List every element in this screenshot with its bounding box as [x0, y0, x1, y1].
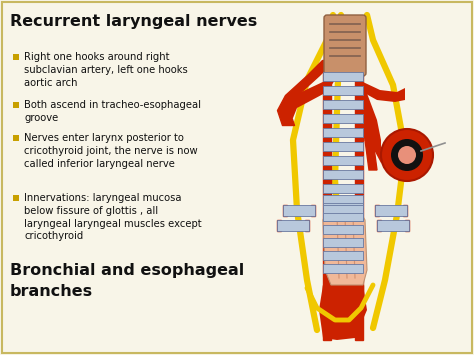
FancyBboxPatch shape — [323, 114, 363, 123]
FancyBboxPatch shape — [323, 264, 363, 273]
Polygon shape — [375, 205, 379, 216]
Ellipse shape — [391, 139, 423, 171]
FancyBboxPatch shape — [323, 86, 363, 95]
Polygon shape — [403, 205, 407, 216]
FancyBboxPatch shape — [323, 198, 363, 207]
FancyBboxPatch shape — [323, 100, 363, 109]
FancyBboxPatch shape — [323, 72, 363, 81]
FancyBboxPatch shape — [323, 184, 363, 193]
FancyBboxPatch shape — [323, 212, 363, 221]
Polygon shape — [305, 220, 309, 231]
Text: Recurrent laryngeal nerves: Recurrent laryngeal nerves — [10, 14, 257, 29]
Text: Nerves enter larynx posterior to
cricothyroid joint, the nerve is now
called inf: Nerves enter larynx posterior to cricoth… — [24, 133, 198, 169]
Ellipse shape — [381, 129, 433, 181]
FancyBboxPatch shape — [283, 205, 315, 216]
Ellipse shape — [398, 146, 416, 164]
FancyBboxPatch shape — [323, 238, 363, 247]
Polygon shape — [311, 205, 315, 216]
Polygon shape — [405, 220, 409, 231]
Polygon shape — [365, 140, 377, 170]
Polygon shape — [349, 58, 405, 102]
FancyBboxPatch shape — [323, 156, 363, 165]
Polygon shape — [355, 285, 363, 340]
Polygon shape — [283, 205, 287, 216]
FancyBboxPatch shape — [377, 220, 409, 231]
FancyBboxPatch shape — [323, 251, 363, 260]
FancyBboxPatch shape — [13, 102, 19, 108]
FancyBboxPatch shape — [277, 220, 309, 231]
FancyBboxPatch shape — [13, 195, 19, 201]
FancyBboxPatch shape — [323, 212, 363, 221]
Text: Right one hooks around right
subclavian artery, left one hooks
aortic arch: Right one hooks around right subclavian … — [24, 52, 188, 88]
Polygon shape — [323, 70, 331, 295]
FancyBboxPatch shape — [323, 225, 363, 234]
Polygon shape — [323, 285, 331, 340]
FancyBboxPatch shape — [375, 205, 407, 216]
FancyBboxPatch shape — [13, 135, 19, 141]
Polygon shape — [359, 100, 373, 140]
Polygon shape — [327, 58, 340, 80]
Polygon shape — [355, 88, 381, 163]
FancyBboxPatch shape — [323, 195, 363, 203]
Polygon shape — [377, 220, 381, 231]
FancyBboxPatch shape — [323, 142, 363, 151]
FancyBboxPatch shape — [323, 170, 363, 179]
FancyBboxPatch shape — [323, 205, 363, 213]
Text: Both ascend in tracheo-esophageal
groove: Both ascend in tracheo-esophageal groove — [24, 100, 201, 123]
Polygon shape — [283, 58, 341, 118]
Text: Bronchial and esophageal
branches: Bronchial and esophageal branches — [10, 263, 244, 299]
FancyBboxPatch shape — [13, 54, 19, 60]
Text: Innervations: laryngeal mucosa
below fissure of glottis , all
laryngeal laryngea: Innervations: laryngeal mucosa below fis… — [24, 193, 201, 241]
Polygon shape — [355, 70, 363, 295]
Polygon shape — [323, 210, 367, 285]
FancyBboxPatch shape — [324, 15, 366, 76]
Polygon shape — [277, 220, 281, 231]
Polygon shape — [319, 285, 367, 340]
FancyBboxPatch shape — [323, 128, 363, 137]
